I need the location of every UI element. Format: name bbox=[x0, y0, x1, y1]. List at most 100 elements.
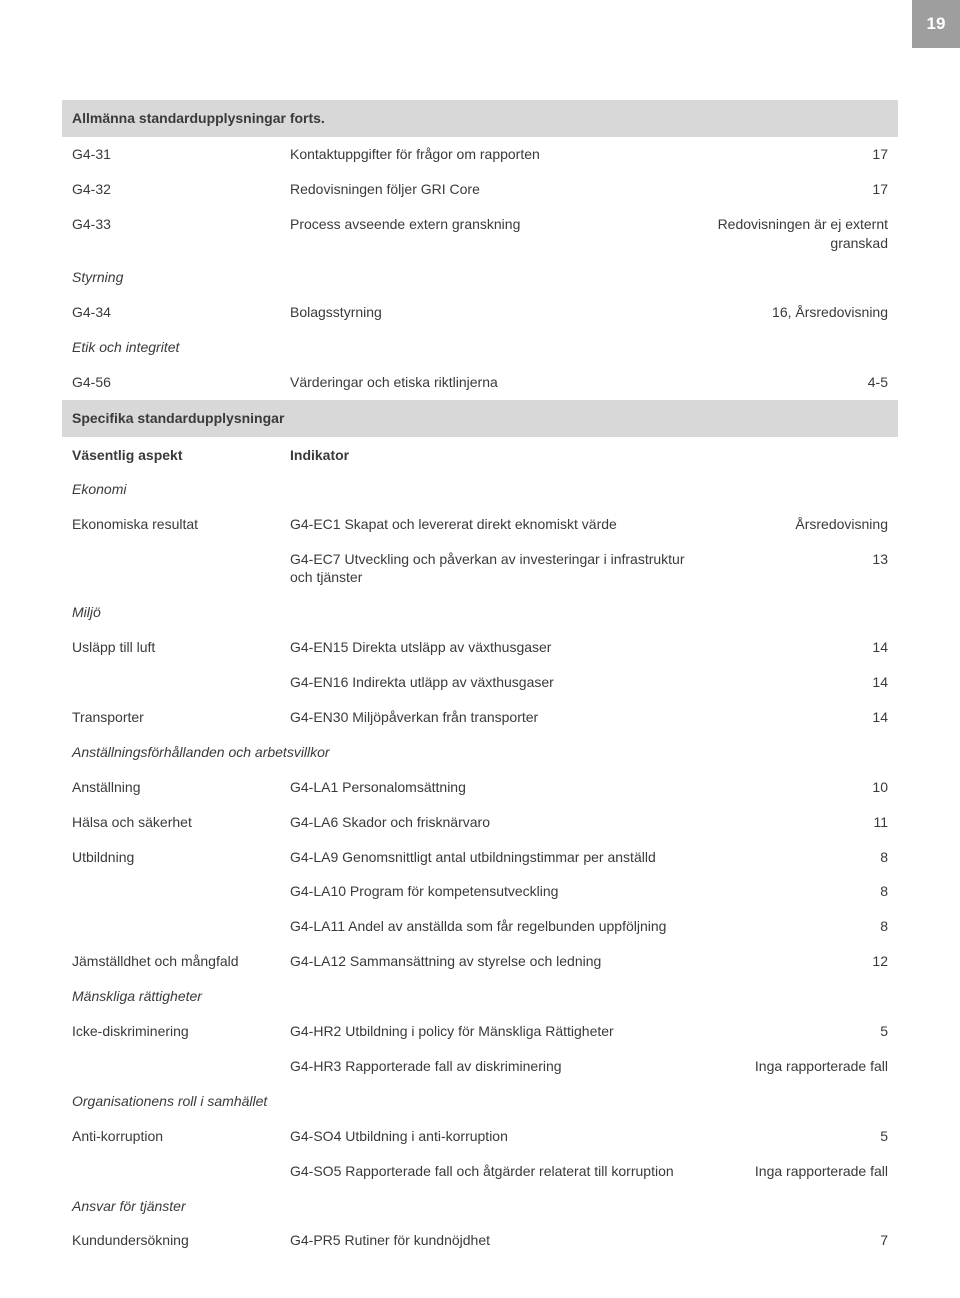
cell-aspect: Ekonomiska resultat bbox=[72, 515, 290, 534]
table-row: Transporter G4-EN30 Miljöpåverkan från t… bbox=[62, 700, 898, 735]
table-row: Utbildning G4-LA9 Genomsnittligt antal u… bbox=[62, 840, 898, 875]
group-label: Mänskliga rättigheter bbox=[72, 987, 888, 1006]
section1-title-row: Allmänna standardupplysningar forts. bbox=[62, 100, 898, 137]
table-row: Anställning G4-LA1 Personalomsättning 10 bbox=[62, 770, 898, 805]
page-content: Allmänna standardupplysningar forts. G4-… bbox=[0, 0, 960, 1298]
table-row: G4-EN16 Indirekta utläpp av växthusgaser… bbox=[62, 665, 898, 700]
table-row: Jämställdhet och mångfald G4-LA12 Samman… bbox=[62, 944, 898, 979]
cell-aspect: Anti-korruption bbox=[72, 1127, 290, 1146]
subheading-etik: Etik och integritet bbox=[62, 330, 898, 365]
cell-indicator: G4-SO4 Utbildning i anti-korruption bbox=[290, 1127, 708, 1146]
cell-aspect bbox=[72, 882, 290, 901]
cell-aspect bbox=[72, 550, 290, 588]
cell-value: 10 bbox=[708, 778, 888, 797]
cell-aspect: Transporter bbox=[72, 708, 290, 727]
section2-column-headers: Väsentlig aspekt Indikator bbox=[62, 437, 898, 472]
cell-aspect: Kundundersökning bbox=[72, 1231, 290, 1250]
group-anstallning: Anställningsförhållanden och arbetsvillk… bbox=[62, 735, 898, 770]
cell-value: 14 bbox=[708, 673, 888, 692]
cell-indicator: G4-PR5 Rutiner för kundnöjdhet bbox=[290, 1231, 708, 1250]
col-header-indicator: Indikator bbox=[290, 446, 708, 465]
cell-aspect bbox=[72, 1162, 290, 1181]
cell-indicator: G4-LA12 Sammansättning av styrelse och l… bbox=[290, 952, 708, 971]
cell-indicator: G4-LA11 Andel av anställda som får regel… bbox=[290, 917, 708, 936]
group-label: Organisationens roll i samhället bbox=[72, 1092, 888, 1111]
cell-value: Redovisningen är ej externt granskad bbox=[708, 215, 888, 253]
cell-indicator: G4-EN16 Indirekta utläpp av växthusgaser bbox=[290, 673, 708, 692]
col-header-value bbox=[708, 446, 888, 465]
group-label: Ekonomi bbox=[72, 480, 888, 499]
cell-desc: Kontaktuppgifter för frågor om rapporten bbox=[290, 145, 708, 164]
cell-indicator: G4-EN15 Direkta utsläpp av växthusgaser bbox=[290, 638, 708, 657]
cell-indicator: G4-LA1 Personalomsättning bbox=[290, 778, 708, 797]
group-ekonomi: Ekonomi bbox=[62, 472, 898, 507]
cell-code: G4-31 bbox=[72, 145, 290, 164]
cell-value: 7 bbox=[708, 1231, 888, 1250]
cell-value: 8 bbox=[708, 848, 888, 867]
group-miljo: Miljö bbox=[62, 595, 898, 630]
cell-indicator: G4-HR3 Rapporterade fall av diskrimineri… bbox=[290, 1057, 708, 1076]
group-mr: Mänskliga rättigheter bbox=[62, 979, 898, 1014]
table-row: G4-56 Värderingar och etiska riktlinjern… bbox=[62, 365, 898, 400]
table-row: G4-34 Bolagsstyrning 16, Årsredovisning bbox=[62, 295, 898, 330]
table-row: G4-LA10 Program för kompetensutveckling … bbox=[62, 874, 898, 909]
cell-value: 13 bbox=[708, 550, 888, 588]
cell-indicator: G4-EC7 Utveckling och påverkan av invest… bbox=[290, 550, 708, 588]
cell-value: Årsredovisning bbox=[708, 515, 888, 534]
table-row: Anti-korruption G4-SO4 Utbildning i anti… bbox=[62, 1119, 898, 1154]
cell-value: 11 bbox=[708, 813, 888, 832]
table-row: Hälsa och säkerhet G4-LA6 Skador och fri… bbox=[62, 805, 898, 840]
cell-value: 5 bbox=[708, 1127, 888, 1146]
cell-desc: Process avseende extern granskning bbox=[290, 215, 708, 253]
col-header-aspect: Väsentlig aspekt bbox=[72, 446, 290, 465]
table-row: Ekonomiska resultat G4-EC1 Skapat och le… bbox=[62, 507, 898, 542]
cell-value: 8 bbox=[708, 917, 888, 936]
table-row: G4-SO5 Rapporterade fall och åtgärder re… bbox=[62, 1154, 898, 1189]
cell-aspect: Jämställdhet och mångfald bbox=[72, 952, 290, 971]
table-row: G4-HR3 Rapporterade fall av diskrimineri… bbox=[62, 1049, 898, 1084]
cell-aspect: Usläpp till luft bbox=[72, 638, 290, 657]
group-label: Miljö bbox=[72, 603, 888, 622]
group-label: Ansvar för tjänster bbox=[72, 1197, 888, 1216]
group-label: Anställningsförhållanden och arbetsvillk… bbox=[72, 743, 888, 762]
cell-value: 16, Årsredovisning bbox=[708, 303, 888, 322]
cell-desc: Värderingar och etiska riktlinjerna bbox=[290, 373, 708, 392]
cell-desc: Redovisningen följer GRI Core bbox=[290, 180, 708, 199]
table-row: G4-31 Kontaktuppgifter för frågor om rap… bbox=[62, 137, 898, 172]
cell-code: G4-34 bbox=[72, 303, 290, 322]
cell-code: G4-32 bbox=[72, 180, 290, 199]
group-ansvar: Ansvar för tjänster bbox=[62, 1189, 898, 1224]
cell-indicator: G4-LA10 Program för kompetensutveckling bbox=[290, 882, 708, 901]
table-row: Icke-diskriminering G4-HR2 Utbildning i … bbox=[62, 1014, 898, 1049]
cell-value: 8 bbox=[708, 882, 888, 901]
cell-aspect: Anställning bbox=[72, 778, 290, 797]
cell-aspect bbox=[72, 1057, 290, 1076]
section2-title-row: Specifika standardupplysningar bbox=[62, 400, 898, 437]
cell-aspect: Utbildning bbox=[72, 848, 290, 867]
cell-value: 14 bbox=[708, 638, 888, 657]
cell-value: 17 bbox=[708, 180, 888, 199]
subheading-label: Styrning bbox=[72, 268, 888, 287]
cell-indicator: G4-EN30 Miljöpåverkan från transporter bbox=[290, 708, 708, 727]
cell-aspect: Hälsa och säkerhet bbox=[72, 813, 290, 832]
cell-aspect bbox=[72, 917, 290, 936]
cell-value: Inga rapporterade fall bbox=[708, 1162, 888, 1181]
table-row: G4-33 Process avseende extern granskning… bbox=[62, 207, 898, 261]
cell-value: 5 bbox=[708, 1022, 888, 1041]
cell-indicator: G4-LA9 Genomsnittligt antal utbildningst… bbox=[290, 848, 708, 867]
cell-indicator: G4-SO5 Rapporterade fall och åtgärder re… bbox=[290, 1162, 708, 1181]
cell-aspect bbox=[72, 673, 290, 692]
table-row: G4-32 Redovisningen följer GRI Core 17 bbox=[62, 172, 898, 207]
cell-indicator: G4-EC1 Skapat och levererat direkt eknom… bbox=[290, 515, 708, 534]
cell-value: 17 bbox=[708, 145, 888, 164]
group-org: Organisationens roll i samhället bbox=[62, 1084, 898, 1119]
subheading-styrning: Styrning bbox=[62, 260, 898, 295]
cell-indicator: G4-LA6 Skador och frisknärvaro bbox=[290, 813, 708, 832]
subheading-label: Etik och integritet bbox=[72, 338, 888, 357]
table-row: G4-EC7 Utveckling och påverkan av invest… bbox=[62, 542, 898, 596]
cell-code: G4-56 bbox=[72, 373, 290, 392]
section1-title: Allmänna standardupplysningar forts. bbox=[72, 109, 888, 128]
cell-value: Inga rapporterade fall bbox=[708, 1057, 888, 1076]
cell-code: G4-33 bbox=[72, 215, 290, 253]
cell-value: 4-5 bbox=[708, 373, 888, 392]
